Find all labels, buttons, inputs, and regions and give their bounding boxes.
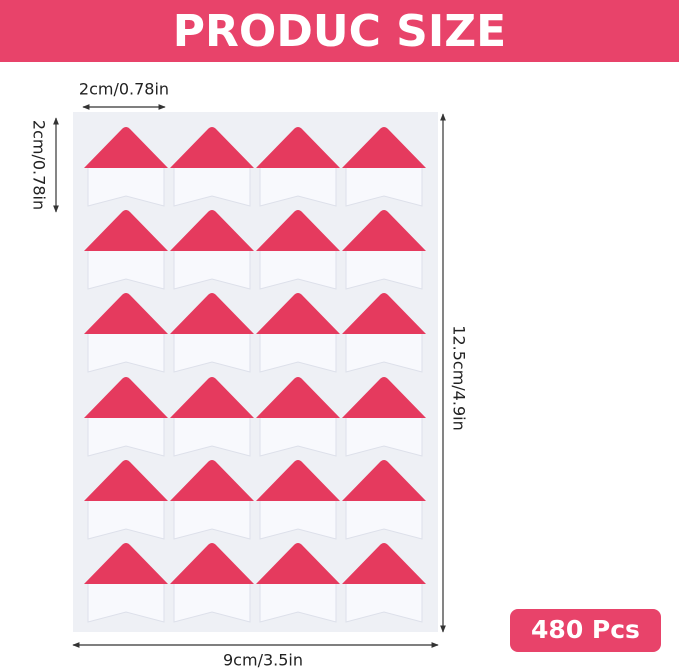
sticker-corner: [84, 543, 168, 584]
sticker-corner: [170, 127, 254, 168]
badge: [510, 609, 661, 652]
sticker-corner: [342, 377, 426, 418]
sticker-corner: [84, 127, 168, 168]
sticker-corner: [84, 460, 168, 501]
sticker-corner: [256, 543, 340, 584]
sticker-corner: [342, 210, 426, 251]
sticker-corner: [342, 543, 426, 584]
sticker-corner: [256, 293, 340, 334]
header-band: [0, 0, 679, 62]
sticker-corner: [256, 377, 340, 418]
sticker-corner: [84, 377, 168, 418]
sticker-height-label: 2cm/0.78in: [30, 120, 49, 210]
sticker-corner: [342, 460, 426, 501]
sticker-corner: [256, 127, 340, 168]
sticker-corner: [256, 210, 340, 251]
sticker-sheet: [73, 112, 438, 632]
sticker-corner: [170, 293, 254, 334]
badge-text: 480 Pcs: [531, 615, 640, 644]
sticker-corner: [342, 293, 426, 334]
sheet-height-label: 12.5cm/4.9in: [450, 325, 469, 430]
sticker-corner: [170, 210, 254, 251]
sticker-width-label: 2cm/0.78in: [79, 80, 169, 99]
sticker-corner: [170, 460, 254, 501]
sticker-corner: [342, 127, 426, 168]
sticker-corner: [170, 377, 254, 418]
sticker-corner: [256, 460, 340, 501]
sheet-width-label: 9cm/3.5in: [223, 651, 303, 670]
sticker-grid: [84, 127, 426, 623]
sticker-corner: [170, 543, 254, 584]
sticker-corner: [84, 293, 168, 334]
sticker-corner: [84, 210, 168, 251]
header-title: PRODUC SIZE: [173, 6, 506, 57]
